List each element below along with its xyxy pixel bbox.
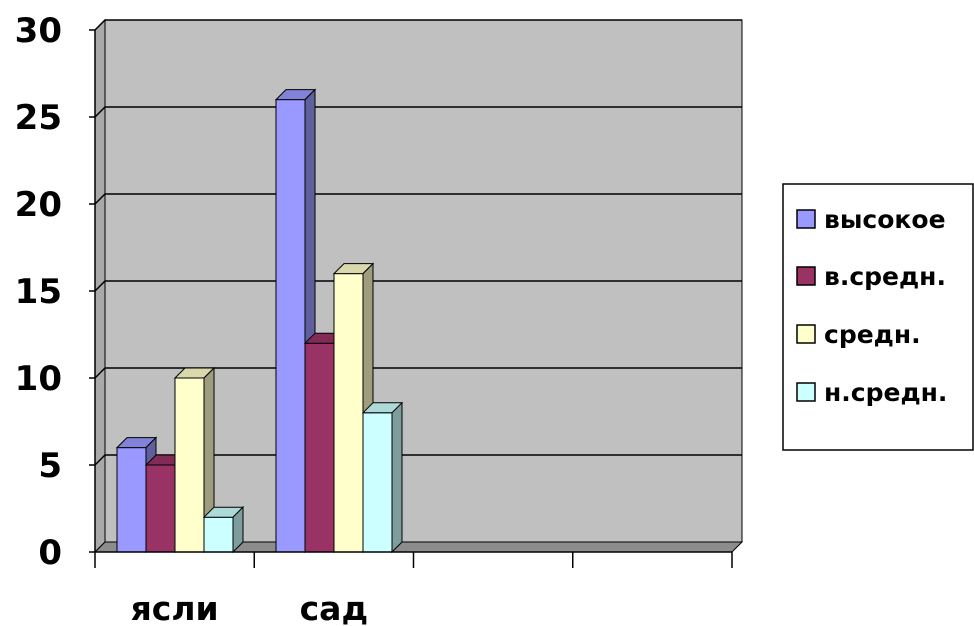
bars — [115, 88, 404, 554]
gridline — [94, 280, 742, 292]
gridline — [94, 106, 742, 118]
category-label: сад — [300, 589, 368, 626]
bar-front — [174, 377, 205, 553]
bar-front — [333, 273, 364, 553]
legend-swatch — [796, 382, 816, 402]
bar-сад-высокое — [274, 88, 317, 554]
gridline — [94, 367, 742, 379]
legend-item: в.средн. — [796, 262, 946, 291]
legend-swatch — [796, 266, 816, 286]
legend-label: средн. — [824, 320, 921, 349]
legend-item: высокое — [796, 205, 946, 234]
bar-front — [362, 412, 393, 553]
gridline — [94, 454, 742, 466]
bar-side — [232, 505, 244, 554]
bar-front — [304, 342, 335, 553]
bar-ясли-н.средн. — [202, 505, 245, 554]
bar-front — [203, 516, 234, 553]
bar-front — [145, 464, 176, 553]
gridline — [94, 19, 742, 31]
legend-label: высокое — [824, 205, 946, 234]
bar-side — [391, 401, 403, 554]
y-tick-label: 0 — [38, 533, 62, 573]
bar-front — [116, 447, 147, 553]
legend-swatch — [796, 324, 816, 344]
bar-сад-н.средн. — [361, 401, 404, 554]
legend-item: средн. — [796, 320, 921, 349]
legend-label: н.средн. — [824, 378, 947, 407]
y-tick-label: 30 — [15, 11, 62, 51]
gridline — [94, 193, 742, 205]
category-labels: ясли сад — [131, 589, 369, 626]
bar-front — [275, 99, 306, 553]
legend-label: в.средн. — [824, 262, 946, 291]
y-tick-label: 5 — [38, 446, 62, 486]
y-tick-label: 15 — [15, 272, 62, 312]
bar-ясли-средн. — [173, 366, 216, 554]
legend: высокое в.средн. средн. н.средн. — [782, 183, 974, 451]
legend-swatch — [796, 209, 816, 229]
gridlines — [94, 19, 742, 466]
legend-item: н.средн. — [796, 378, 947, 407]
axes — [89, 29, 733, 568]
y-tick-label: 10 — [15, 359, 62, 399]
y-tick-labels: 0 5 10 15 20 25 30 — [15, 11, 62, 573]
y-tick-label: 25 — [15, 98, 62, 138]
y-tick-label: 20 — [15, 185, 62, 225]
category-label: ясли — [131, 589, 219, 626]
